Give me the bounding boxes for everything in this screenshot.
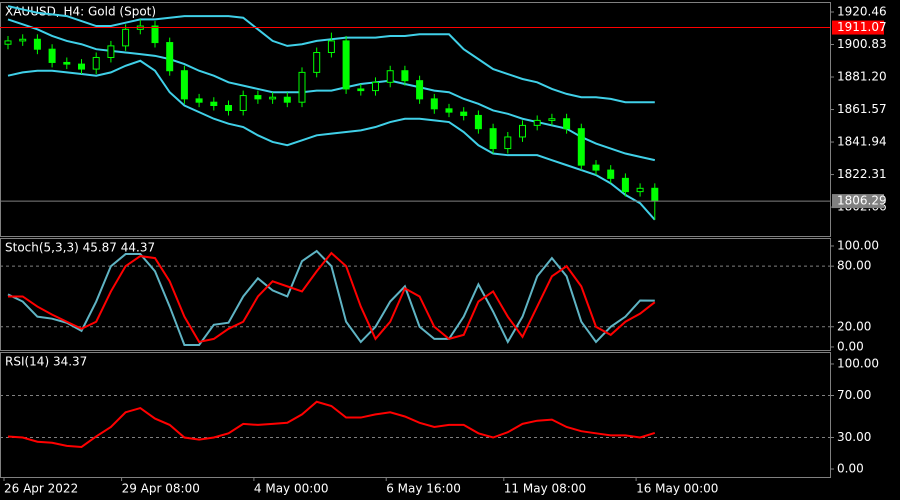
candle-body — [533, 119, 541, 126]
candle-body — [636, 187, 644, 193]
y-tick-label: 100.00 — [837, 238, 879, 252]
candle-body — [372, 81, 379, 92]
indicator-line — [7, 249, 655, 346]
candle-body — [504, 136, 512, 150]
candle-body — [195, 98, 203, 103]
candle-body — [416, 80, 424, 100]
x-tick-label: 6 May 16:00 — [386, 482, 461, 496]
candle-body — [78, 63, 85, 70]
candle-body — [4, 40, 12, 45]
y-tick-label: 1861.57 — [837, 102, 887, 116]
candle-body — [401, 70, 409, 82]
panel-title: RSI(14) 34.37 — [5, 355, 87, 369]
candle-body — [445, 108, 453, 113]
candle-body — [430, 98, 438, 110]
candle-body — [621, 177, 629, 193]
candle-body — [357, 88, 365, 92]
candle-body — [48, 48, 56, 63]
candle-body — [651, 187, 659, 202]
y-tick-label: 1822.31 — [837, 167, 887, 181]
candle-body — [225, 105, 232, 111]
y-tick-label: 70.00 — [837, 388, 871, 402]
candle-body — [107, 45, 115, 58]
price-label-box — [832, 194, 884, 209]
panel-title: XAUUSD, H4: Gold (Spot) — [5, 5, 156, 19]
indicator-line — [8, 251, 656, 344]
price-label-box — [832, 20, 884, 35]
candle-body — [210, 101, 218, 107]
candle-body — [313, 52, 321, 73]
candle-body — [239, 95, 247, 111]
candle-body — [180, 70, 188, 100]
candle-body — [254, 95, 262, 100]
panel-frame — [0, 238, 831, 351]
candle-body — [19, 38, 27, 42]
y-tick-label: 80.00 — [837, 259, 871, 273]
y-tick-label: 20.00 — [837, 319, 871, 333]
candle-body — [577, 128, 585, 166]
panel-title: Stoch(5,3,3) 45.87 44.37 — [5, 241, 155, 255]
y-tick-label: 0.00 — [837, 462, 864, 476]
candle-body — [563, 118, 571, 130]
candle-body — [33, 38, 41, 50]
candle-body — [283, 96, 291, 103]
y-tick-label: 0.00 — [837, 339, 864, 353]
candle-body — [298, 71, 306, 103]
x-tick-label: 4 May 00:00 — [254, 482, 329, 496]
candle-body — [92, 56, 100, 70]
candle-body — [151, 25, 159, 44]
candle-body — [548, 118, 556, 121]
bollinger-band — [7, 59, 656, 221]
candle-body — [122, 28, 130, 47]
y-tick-label: 30.00 — [837, 430, 871, 444]
x-tick-label: 29 Apr 08:00 — [122, 482, 200, 496]
candle-body — [474, 114, 482, 130]
y-tick-label: 1900.83 — [837, 37, 887, 51]
panel-frame — [0, 352, 831, 478]
candle-body — [592, 164, 600, 171]
y-tick-label: 1920.46 — [837, 5, 887, 19]
price-label: 1911.07 — [837, 20, 887, 34]
candle-body — [327, 40, 335, 54]
candle-body — [269, 96, 277, 100]
y-tick-label: 1841.94 — [837, 135, 887, 149]
bollinger-band — [7, 18, 656, 162]
x-tick-label: 16 May 00:00 — [636, 482, 718, 496]
candle-body — [607, 169, 615, 179]
candle-body — [386, 70, 394, 83]
y-tick-label: 1881.20 — [837, 70, 887, 84]
candle-body — [489, 128, 497, 150]
x-tick-label: 26 Apr 2022 — [4, 482, 78, 496]
candle-body — [63, 61, 71, 65]
price-label: 1806.29 — [837, 194, 887, 208]
candle-body — [342, 40, 350, 90]
indicator-line — [7, 400, 656, 448]
x-tick-label: 11 May 08:00 — [504, 482, 586, 496]
candle-body — [460, 111, 468, 116]
panel-frame — [0, 2, 831, 237]
candle-body — [519, 124, 526, 138]
y-tick-label: 100.00 — [837, 356, 879, 370]
candle-body — [166, 42, 174, 72]
